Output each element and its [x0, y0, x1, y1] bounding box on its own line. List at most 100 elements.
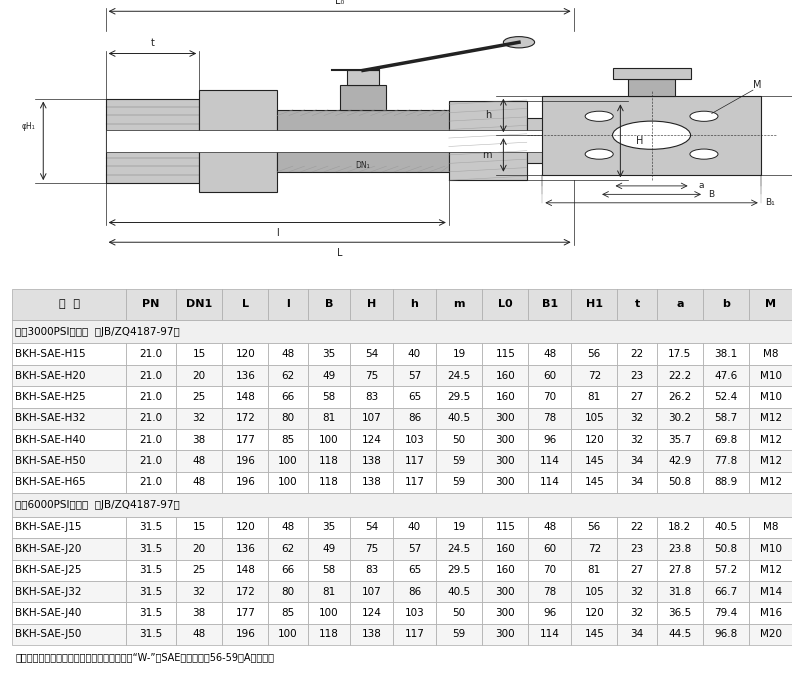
Text: 145: 145 — [584, 456, 604, 466]
Text: 50.8: 50.8 — [714, 544, 736, 554]
Bar — [656, 289, 702, 320]
Text: M: M — [764, 299, 775, 309]
Bar — [656, 538, 702, 559]
Text: PN: PN — [142, 299, 160, 309]
Bar — [308, 559, 350, 581]
Text: 48: 48 — [543, 349, 556, 359]
Text: BKH-SAE-H25: BKH-SAE-H25 — [15, 392, 86, 402]
Bar — [268, 365, 308, 386]
Text: 57: 57 — [407, 544, 421, 554]
Text: 148: 148 — [235, 392, 255, 402]
Bar — [656, 407, 702, 429]
Text: 58: 58 — [322, 565, 335, 575]
Bar — [126, 581, 176, 602]
Text: 38: 38 — [192, 435, 206, 444]
Text: 75: 75 — [365, 544, 378, 554]
Bar — [347, 71, 378, 85]
Text: BKH-SAE-H65: BKH-SAE-H65 — [15, 477, 86, 487]
Text: 81: 81 — [322, 587, 335, 596]
Text: 22.2: 22.2 — [667, 370, 691, 381]
Text: 103: 103 — [404, 435, 424, 444]
Bar — [748, 517, 791, 538]
Text: 19: 19 — [452, 349, 465, 359]
Bar — [528, 624, 570, 645]
Text: 105: 105 — [584, 414, 603, 423]
Text: 49: 49 — [322, 544, 335, 554]
Text: 72: 72 — [587, 544, 600, 554]
Text: 21.0: 21.0 — [139, 477, 162, 487]
Bar — [393, 289, 435, 320]
Bar — [435, 581, 482, 602]
Bar — [656, 581, 702, 602]
Text: 57: 57 — [407, 370, 421, 381]
Circle shape — [612, 121, 690, 149]
Text: 115: 115 — [495, 522, 515, 532]
Text: 18.2: 18.2 — [667, 522, 691, 532]
Bar — [528, 472, 570, 493]
Bar — [176, 472, 222, 493]
Bar — [105, 130, 573, 152]
Bar — [702, 559, 748, 581]
Text: 25: 25 — [192, 392, 206, 402]
Text: 80: 80 — [281, 414, 294, 423]
Text: 19: 19 — [452, 522, 465, 532]
Bar — [528, 365, 570, 386]
Bar — [435, 407, 482, 429]
Text: 24.5: 24.5 — [446, 370, 470, 381]
Bar — [350, 451, 393, 472]
Text: 40.5: 40.5 — [446, 414, 470, 423]
Bar — [350, 344, 393, 365]
Bar — [448, 102, 526, 180]
Text: 32: 32 — [630, 435, 643, 444]
Bar — [656, 365, 702, 386]
Bar — [702, 386, 748, 407]
Bar — [350, 559, 393, 581]
Text: 62: 62 — [281, 370, 295, 381]
Text: b: b — [721, 299, 729, 309]
Text: 32: 32 — [630, 587, 643, 596]
Bar — [393, 386, 435, 407]
Text: 86: 86 — [407, 587, 421, 596]
Text: 32: 32 — [630, 414, 643, 423]
Text: 50.8: 50.8 — [667, 477, 691, 487]
Bar — [528, 538, 570, 559]
Text: 136: 136 — [235, 544, 255, 554]
Text: 145: 145 — [584, 629, 604, 640]
Bar — [435, 472, 482, 493]
Text: 114: 114 — [539, 477, 559, 487]
Bar — [482, 344, 528, 365]
Bar — [126, 472, 176, 493]
Bar — [222, 517, 268, 538]
Text: M8: M8 — [762, 349, 777, 359]
Bar — [482, 365, 528, 386]
Bar — [268, 517, 308, 538]
Text: BKH-SAE-J15: BKH-SAE-J15 — [15, 522, 82, 532]
Text: 40.5: 40.5 — [446, 587, 470, 596]
Bar — [126, 407, 176, 429]
Bar — [656, 602, 702, 624]
Text: 160: 160 — [495, 392, 515, 402]
Bar — [393, 517, 435, 538]
Text: 31.5: 31.5 — [139, 565, 162, 575]
Text: 100: 100 — [278, 477, 297, 487]
Bar — [482, 517, 528, 538]
Bar — [12, 320, 791, 344]
Text: 100: 100 — [319, 435, 338, 444]
Text: 15: 15 — [192, 349, 206, 359]
Bar — [617, 472, 656, 493]
Circle shape — [689, 149, 717, 159]
Bar — [570, 472, 617, 493]
Text: 35.7: 35.7 — [667, 435, 691, 444]
Text: a: a — [675, 299, 683, 309]
Bar — [308, 289, 350, 320]
Text: 47.6: 47.6 — [714, 370, 737, 381]
Text: a: a — [698, 181, 703, 190]
Bar — [222, 559, 268, 581]
Bar — [748, 538, 791, 559]
Bar — [222, 386, 268, 407]
Bar — [617, 429, 656, 451]
Text: t: t — [150, 38, 154, 48]
Text: 120: 120 — [235, 522, 255, 532]
Text: 107: 107 — [361, 414, 381, 423]
Text: 145: 145 — [584, 477, 604, 487]
